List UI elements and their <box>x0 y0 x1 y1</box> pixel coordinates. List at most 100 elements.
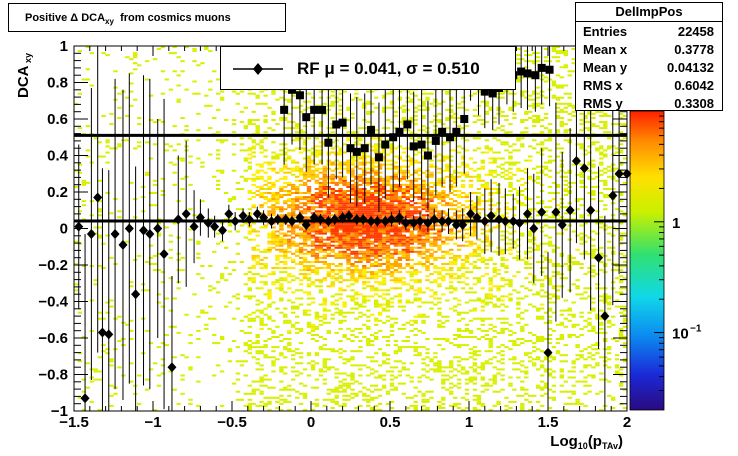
heatmap-cell <box>231 119 237 121</box>
heatmap-cell <box>429 175 434 178</box>
heatmap-cell <box>374 210 379 213</box>
heatmap-cell <box>381 196 387 199</box>
heatmap-cell <box>374 165 379 168</box>
heatmap-cell <box>322 366 327 369</box>
heatmap-cell <box>243 404 248 407</box>
heatmap-cell <box>492 329 497 332</box>
heatmap-cell <box>77 210 83 213</box>
heatmap-cell <box>350 364 355 367</box>
heatmap-cell <box>433 291 438 294</box>
heatmap-cell <box>350 155 355 158</box>
heatmap-cell <box>429 390 434 393</box>
heatmap-cell <box>508 181 513 184</box>
heatmap-cell <box>437 230 442 233</box>
heatmap-cell <box>472 362 478 365</box>
heatmap-cell <box>389 190 395 192</box>
heatmap-cell <box>298 352 304 355</box>
heatmap-cell <box>334 240 339 243</box>
heatmap-cell <box>374 261 379 263</box>
heatmap-cell <box>330 192 335 194</box>
heatmap-cell <box>275 155 280 158</box>
heatmap-cell <box>310 252 316 255</box>
heatmap-cell <box>445 238 450 241</box>
heatmap-cell <box>295 242 300 245</box>
heatmap-cell <box>421 192 426 194</box>
heatmap-cell <box>429 165 434 168</box>
heatmap-cell <box>318 210 324 213</box>
heatmap-cell <box>421 240 426 243</box>
heatmap-cell <box>433 242 438 245</box>
heatmap-cell <box>330 275 335 278</box>
heatmap-cell <box>330 301 335 304</box>
heatmap-cell <box>334 299 339 302</box>
heatmap-cell <box>152 362 158 365</box>
heatmap-cell <box>401 202 406 205</box>
heatmap-cell <box>472 283 478 286</box>
heatmap-cell <box>109 299 114 302</box>
heatmap-cell <box>283 181 288 184</box>
heatmap-cell <box>488 338 493 340</box>
heatmap-cell <box>283 175 288 178</box>
heatmap-cell <box>488 289 493 292</box>
heatmap-cell <box>381 336 387 338</box>
heatmap-cell <box>374 96 379 99</box>
heatmap-cell <box>520 394 525 397</box>
heatmap-cell <box>243 360 248 363</box>
heatmap-cell <box>449 173 454 176</box>
heatmap-cell <box>460 100 466 103</box>
heatmap-cell <box>160 342 166 345</box>
heatmap-cell <box>259 317 264 320</box>
heatmap-cell <box>370 194 375 196</box>
heatmap-cell <box>291 202 296 205</box>
heatmap-cell <box>314 153 320 156</box>
heatmap-cell <box>504 327 509 330</box>
heatmap-cell <box>445 157 450 160</box>
heatmap-cell <box>243 283 248 286</box>
heatmap-cell <box>302 396 308 399</box>
heatmap-cell <box>401 173 406 176</box>
heatmap-cell <box>449 287 454 290</box>
heatmap-cell <box>227 348 233 351</box>
heatmap-cell <box>306 269 312 272</box>
heatmap-cell <box>504 169 509 172</box>
heatmap-cell <box>137 117 142 119</box>
heatmap-cell <box>306 291 312 294</box>
heatmap-cell <box>346 279 351 282</box>
heatmap-cell <box>330 277 335 280</box>
heatmap-cell <box>259 250 264 253</box>
heatmap-cell <box>425 92 430 95</box>
heatmap-cell <box>291 252 296 255</box>
heatmap-cell <box>295 289 300 292</box>
heatmap-cell <box>425 390 430 393</box>
heatmap-cell <box>488 346 493 349</box>
heatmap-cell <box>330 202 335 205</box>
heatmap-cell <box>77 50 83 53</box>
heatmap-cell <box>488 384 493 387</box>
heatmap-cell <box>405 336 410 338</box>
heatmap-cell <box>385 175 391 178</box>
heatmap-cell <box>338 228 343 231</box>
heatmap-cell <box>93 232 98 235</box>
heatmap-cell <box>393 224 399 227</box>
heatmap-cell <box>156 218 162 221</box>
heatmap-cell <box>524 392 529 395</box>
heatmap-cell <box>73 185 79 188</box>
heatmap-cell <box>342 232 347 235</box>
heatmap-cell <box>516 321 521 324</box>
heatmap-cell <box>137 374 142 377</box>
heatmap-cell <box>480 384 485 387</box>
heatmap-cell <box>370 212 375 215</box>
heatmap-cell <box>366 216 371 219</box>
heatmap-cell <box>520 232 525 235</box>
heatmap-cell <box>295 297 300 300</box>
heatmap-cell <box>251 177 256 180</box>
heatmap-cell <box>251 319 256 322</box>
heatmap-cell <box>310 301 316 304</box>
heatmap-cell <box>508 323 513 326</box>
heatmap-cell <box>389 267 395 269</box>
heatmap-cell <box>405 240 410 243</box>
heatmap-cell <box>449 179 454 182</box>
heatmap-cell <box>370 368 375 371</box>
heatmap-cell <box>500 317 505 320</box>
heatmap-cell <box>152 121 158 123</box>
